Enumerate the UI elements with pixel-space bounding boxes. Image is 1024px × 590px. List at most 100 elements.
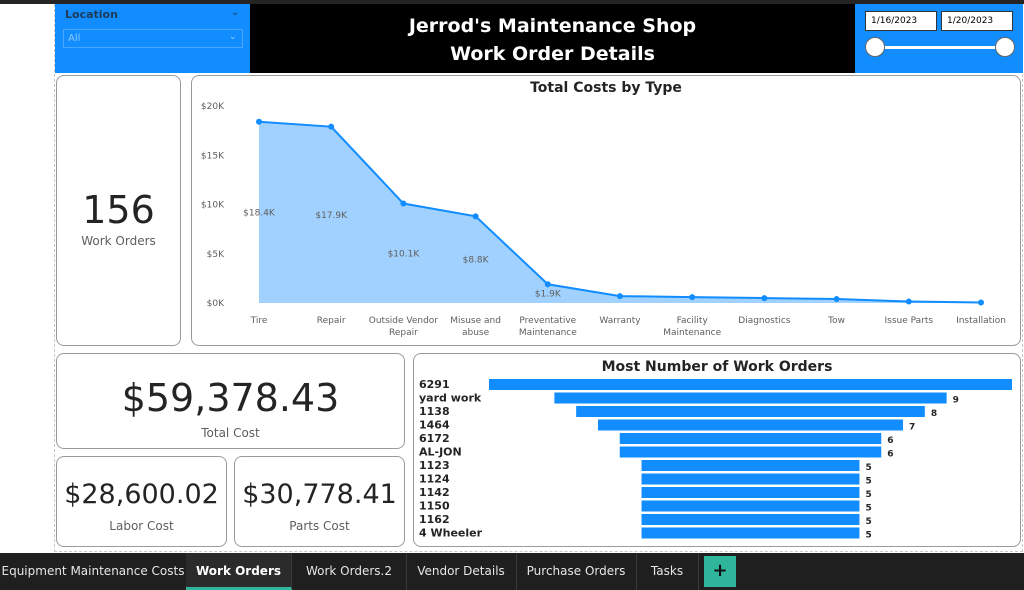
date-end: 1/20/2023 — [947, 16, 994, 26]
bar — [597, 419, 904, 431]
data-label: 5 — [865, 477, 871, 487]
x-tick-label: Facility Maintenance — [663, 316, 722, 338]
add-tab[interactable]: + — [704, 556, 736, 587]
kpi-label: Total Cost — [201, 426, 260, 440]
slicer-dropdown[interactable]: All ⌄ — [63, 29, 243, 48]
y-tick-label: $15K — [201, 151, 225, 161]
point — [400, 200, 407, 207]
chart-title: Total Costs by Type — [530, 80, 682, 96]
x-tick-label: Tire — [250, 316, 268, 326]
date-panel: 1/16/2023 1/20/2023 — [855, 4, 1023, 73]
point — [905, 298, 912, 305]
title-line: Work Order Details — [450, 43, 655, 65]
chevron: ⌄ — [231, 7, 240, 18]
data-label: $17.9K — [315, 211, 348, 221]
tab[interactable]: Vendor Details — [406, 553, 517, 590]
date-input[interactable]: 1/16/2023 — [865, 11, 937, 31]
data-label: 8 — [931, 409, 937, 419]
date-start: 1/16/2023 — [871, 16, 918, 26]
point — [544, 281, 551, 288]
data-label: $10.1K — [388, 249, 421, 259]
chevron: ⌄ — [228, 31, 237, 42]
category-label: 1123 — [419, 459, 450, 472]
kpi-card: $59,378.43 Total Cost — [56, 353, 405, 449]
kpi-value: $59,378.43 — [121, 376, 340, 420]
slider-handle[interactable] — [865, 37, 885, 57]
data-label: 5 — [865, 490, 871, 500]
category-label: AL-JON — [419, 446, 462, 459]
bar — [576, 406, 925, 417]
date-input[interactable]: 1/20/2023 — [941, 11, 1013, 31]
kpi-value: 156 — [82, 188, 155, 232]
area — [259, 121, 981, 303]
x-tick-label: Outside Vendor Repair — [368, 316, 439, 338]
point — [256, 118, 262, 125]
title-line: Jerrod's Maintenance Shop — [408, 15, 697, 37]
data-label: $18.4K — [243, 208, 276, 218]
bar — [619, 446, 882, 458]
point — [617, 293, 623, 300]
kpi-value: $28,600.02 — [64, 479, 219, 510]
kpi-label: Labor Cost — [109, 519, 174, 533]
bar — [641, 500, 860, 512]
x-tick-label: Misuse and abuse — [450, 316, 501, 338]
kpi-card: 156 Work Orders — [56, 75, 181, 346]
x-tick-label: Tow — [828, 316, 846, 326]
x-tick-label: Diagnostics — [738, 316, 791, 326]
category-label: 1124 — [419, 473, 450, 486]
chart-title: Most Number of Work Orders — [602, 359, 833, 375]
point — [328, 123, 335, 130]
title-panel: Jerrod's Maintenance Shop Work Order Det… — [250, 4, 855, 73]
location-panel: Location ⌄ All ⌄ — [55, 4, 250, 73]
data-label: 5 — [865, 517, 871, 527]
data-label: $8.8K — [463, 256, 490, 266]
category-label: 6291 — [419, 378, 450, 391]
y-tick-label: $20K — [201, 102, 225, 112]
tab[interactable]: Equipment Maintenance Costs — [0, 553, 187, 590]
point — [761, 295, 768, 302]
data-label: 5 — [865, 463, 871, 473]
tab[interactable]: Work Orders — [186, 553, 292, 590]
tab[interactable]: Purchase Orders — [516, 553, 637, 590]
kpi-label: Parts Cost — [289, 519, 350, 533]
tab-bar: Equipment Maintenance Costs Work Orders Wo… — [0, 553, 1024, 590]
y-tick-label: $0K — [207, 299, 225, 309]
bar — [641, 527, 860, 539]
data-label: 7 — [909, 423, 915, 433]
bar — [641, 487, 860, 498]
kpi-value: $30,778.41 — [242, 479, 397, 510]
point — [472, 213, 479, 220]
kpi-card: $28,600.02 Labor Cost — [56, 456, 227, 547]
category-label: 1150 — [419, 500, 450, 513]
data-label: 6 — [887, 450, 893, 460]
bar — [641, 460, 860, 471]
bar — [554, 392, 947, 404]
y-tick-label: $5K — [207, 250, 225, 260]
bar — [619, 433, 882, 444]
category-label: yard work — [419, 392, 482, 405]
data-label: 6 — [887, 436, 893, 446]
x-tick-label: Warranty — [599, 316, 641, 326]
tab[interactable]: Work Orders.2 — [292, 553, 407, 590]
data-label: 9 — [953, 396, 959, 406]
top-bar — [0, 0, 1024, 4]
slicer-label: Location — [65, 8, 118, 21]
category-label: 1138 — [419, 405, 450, 418]
charts: Total Costs by Type $0K $5K $10K $15K $20K $18… — [201, 80, 1012, 541]
point — [689, 294, 696, 301]
slider-handle[interactable] — [995, 37, 1015, 57]
data-label: $1.9K — [535, 290, 562, 300]
category-label: 1142 — [419, 486, 450, 499]
x-tick-label: Installation — [956, 316, 1006, 326]
category-label: 1162 — [419, 513, 450, 526]
slicer-value: All — [68, 33, 81, 44]
x-tick-label: Repair — [316, 316, 346, 326]
slider-track — [875, 46, 1005, 49]
kpi-card: $30,778.41 Parts Cost — [234, 456, 405, 547]
x-tick-label: Issue Parts — [884, 316, 934, 326]
x-tick-label: Preventative Maintenance — [518, 316, 577, 338]
data-label: 5 — [865, 504, 871, 514]
tab[interactable]: Tasks — [636, 553, 699, 590]
bar — [641, 514, 860, 525]
category-label: 6172 — [419, 432, 450, 445]
